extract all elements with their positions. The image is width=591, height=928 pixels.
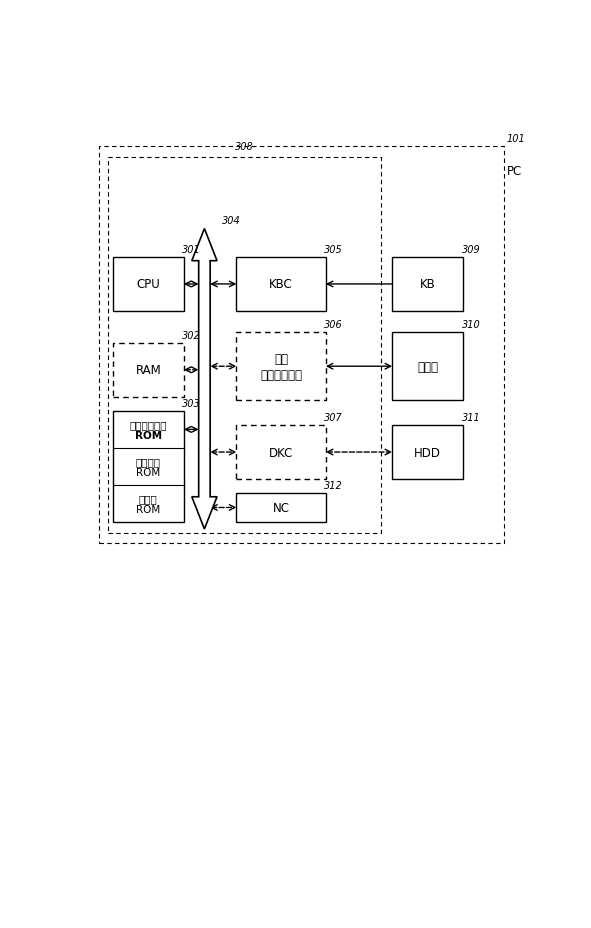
- Text: NC: NC: [272, 501, 290, 514]
- Text: KBC: KBC: [269, 278, 293, 291]
- Text: 303: 303: [183, 399, 201, 408]
- Bar: [392, 426, 463, 480]
- Text: 307: 307: [324, 413, 343, 423]
- Text: 306: 306: [324, 320, 343, 330]
- Bar: [236, 426, 326, 480]
- Text: プログラム用
ROM: プログラム用 ROM: [129, 419, 167, 440]
- Bar: [392, 333, 463, 401]
- Bar: [113, 411, 184, 522]
- Text: 310: 310: [462, 320, 480, 330]
- Text: CPU: CPU: [137, 278, 160, 291]
- Bar: [108, 158, 381, 533]
- Text: KB: KB: [420, 278, 436, 291]
- Text: RAM: RAM: [135, 364, 161, 377]
- Text: 304: 304: [222, 215, 241, 226]
- Text: 308: 308: [235, 142, 254, 152]
- Text: フォント
ROM: フォント ROM: [136, 457, 161, 477]
- Text: 302: 302: [183, 330, 201, 341]
- Text: HDD: HDD: [414, 446, 441, 459]
- Text: 301: 301: [183, 245, 201, 255]
- Text: 311: 311: [462, 413, 480, 423]
- Text: 101: 101: [506, 134, 525, 144]
- Text: 305: 305: [324, 245, 343, 255]
- Text: DKC: DKC: [269, 446, 293, 459]
- Text: データ
ROM: データ ROM: [136, 494, 160, 514]
- Text: 312: 312: [324, 481, 343, 491]
- Bar: [236, 494, 326, 522]
- Bar: [392, 258, 463, 312]
- Bar: [236, 258, 326, 312]
- Bar: [113, 258, 184, 312]
- Text: PC: PC: [506, 165, 522, 178]
- Text: 表示
コントローラ: 表示 コントローラ: [260, 353, 302, 381]
- Bar: [99, 147, 504, 544]
- Bar: [236, 333, 326, 401]
- Text: 表示部: 表示部: [417, 360, 438, 373]
- Polygon shape: [192, 229, 217, 529]
- Text: 309: 309: [462, 245, 480, 255]
- Bar: [113, 343, 184, 397]
